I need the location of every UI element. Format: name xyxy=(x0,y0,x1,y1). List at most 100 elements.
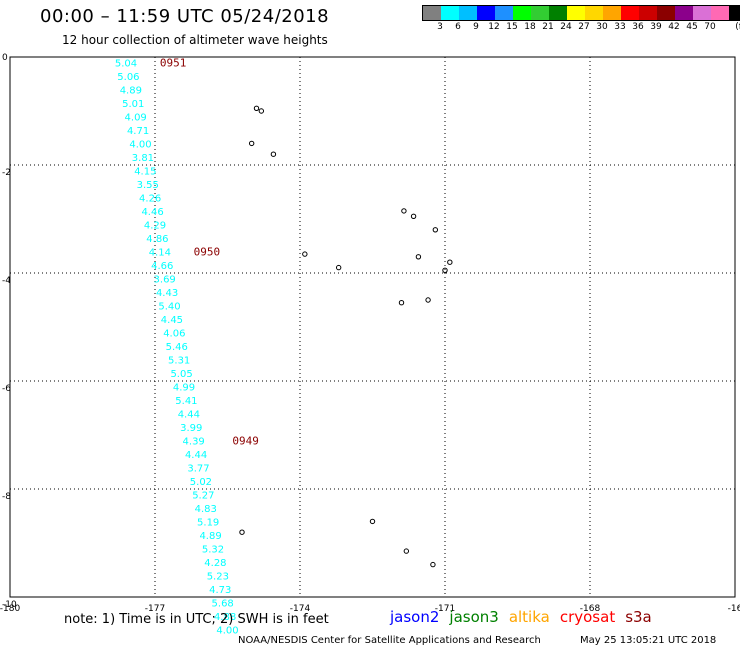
island-outline xyxy=(253,105,260,112)
color-swatch xyxy=(531,6,549,20)
x-tick-label: -174 xyxy=(290,604,311,614)
color-swatch xyxy=(639,6,657,20)
y-tick-label: -2 xyxy=(2,168,11,178)
wave-height-label: 4.00 xyxy=(216,626,238,637)
page-title: 00:00 – 11:59 UTC 05/24/2018 xyxy=(40,6,330,27)
island-outline xyxy=(415,254,422,260)
wave-height-label: 3.77 xyxy=(187,464,209,475)
color-scale-bar xyxy=(422,5,740,21)
island-outline xyxy=(239,529,245,535)
color-scale-unit: (ft) xyxy=(735,22,740,32)
wave-height-label: 4.26 xyxy=(139,194,161,205)
island-outline xyxy=(403,548,410,554)
x-tick-label: -171 xyxy=(435,604,455,614)
island-outline xyxy=(369,518,376,525)
wave-height-label: 4.86 xyxy=(146,234,168,245)
y-tick-label: -8 xyxy=(2,492,11,502)
island-outline xyxy=(335,264,342,271)
wave-height-label: 4.43 xyxy=(156,288,178,299)
color-swatch xyxy=(459,6,477,20)
wave-height-label: 4.83 xyxy=(195,504,217,515)
wave-height-label: 4.71 xyxy=(127,126,149,137)
wave-height-label: 4.44 xyxy=(185,450,207,461)
timestamp-text: May 25 13:05:21 UTC 2018 xyxy=(580,635,717,646)
island-outline xyxy=(410,213,417,220)
island-outline xyxy=(302,251,308,257)
wave-height-label: 5.02 xyxy=(190,477,212,488)
wave-height-label: 4.88 xyxy=(214,612,236,623)
wave-height-label: 4.89 xyxy=(199,531,221,542)
mission-label: cryosat xyxy=(559,608,616,626)
island-outline xyxy=(430,561,436,568)
mission-label: s3a xyxy=(625,608,652,626)
wave-height-label: 4.39 xyxy=(183,437,205,448)
color-scale-label: 3 xyxy=(437,22,443,32)
island-outline xyxy=(425,297,431,303)
color-scale-label: 36 xyxy=(632,22,644,32)
y-tick-label: -6 xyxy=(2,384,11,394)
wave-height-label: 4.46 xyxy=(141,207,163,218)
color-scale-label: 24 xyxy=(560,22,572,32)
wave-height-label: 5.06 xyxy=(117,72,139,83)
y-tick-label: -4 xyxy=(2,276,11,286)
page-subtitle: 12 hour collection of altimeter wave hei… xyxy=(62,33,328,47)
color-swatch xyxy=(621,6,639,20)
color-swatch xyxy=(423,6,441,20)
map-frame xyxy=(9,56,736,598)
color-scale-label: 6 xyxy=(455,22,461,32)
mission-legend: jason2 jason3 altika cryosat s3a xyxy=(390,608,662,626)
island-outline xyxy=(258,108,265,114)
mission-label: altika xyxy=(508,608,550,626)
wave-height-label: 4.28 xyxy=(204,558,226,569)
color-swatch xyxy=(477,6,495,20)
color-swatch xyxy=(549,6,567,20)
wave-height-label: 5.40 xyxy=(158,302,180,313)
wave-height-label: 5.31 xyxy=(168,356,190,367)
color-swatch xyxy=(441,6,459,20)
color-swatch xyxy=(693,6,711,20)
wave-height-label: 4.73 xyxy=(209,585,231,596)
island-outline xyxy=(432,227,439,233)
wave-height-label: 4.06 xyxy=(163,329,185,340)
color-scale-label: 27 xyxy=(578,22,590,32)
color-scale-label: 45 xyxy=(686,22,698,32)
wave-height-label: 5.27 xyxy=(192,491,214,502)
wave-height-label: 3.99 xyxy=(180,423,202,434)
pass-time-label: 0950 xyxy=(194,246,221,259)
wave-height-label: 5.68 xyxy=(212,599,234,610)
color-scale-label: 18 xyxy=(524,22,536,32)
wave-height-label: 3.69 xyxy=(154,275,176,286)
wave-height-label: 4.44 xyxy=(178,410,200,421)
island-outline xyxy=(248,140,255,147)
color-swatch xyxy=(729,6,740,20)
color-scale-label: 12 xyxy=(488,22,500,32)
credit-text: NOAA/NESDIS Center for Satellite Applica… xyxy=(238,635,541,646)
wave-height-label: 5.19 xyxy=(197,518,219,529)
color-swatch xyxy=(495,6,513,20)
wave-height-label: 5.23 xyxy=(207,572,229,583)
island-outline xyxy=(401,208,407,214)
island-outline xyxy=(442,267,448,273)
y-tick-label: -10 xyxy=(2,600,17,610)
color-scale-label: 42 xyxy=(668,22,680,32)
y-tick-label: 0 xyxy=(2,53,8,63)
wave-height-label: 5.46 xyxy=(166,342,188,353)
color-swatch xyxy=(711,6,729,20)
wave-height-label: 4.89 xyxy=(120,86,142,97)
mission-label: jason3 xyxy=(449,608,499,626)
wave-height-label: 4.09 xyxy=(125,113,147,124)
wave-height-label: 4.00 xyxy=(129,140,151,151)
wave-height-label: 5.32 xyxy=(202,545,224,556)
pass-time-label: 0951 xyxy=(160,57,187,70)
color-scale-label: 9 xyxy=(473,22,479,32)
island-outline xyxy=(270,151,277,157)
wave-height-label: 3.81 xyxy=(132,153,154,164)
wave-height-label: 5.01 xyxy=(122,99,144,110)
color-scale-label: 21 xyxy=(542,22,554,32)
color-scale-label: 70 xyxy=(704,22,716,32)
island-outline xyxy=(398,300,405,306)
color-swatch xyxy=(657,6,675,20)
color-scale-label: 33 xyxy=(614,22,626,32)
x-tick-label: -177 xyxy=(145,604,165,614)
